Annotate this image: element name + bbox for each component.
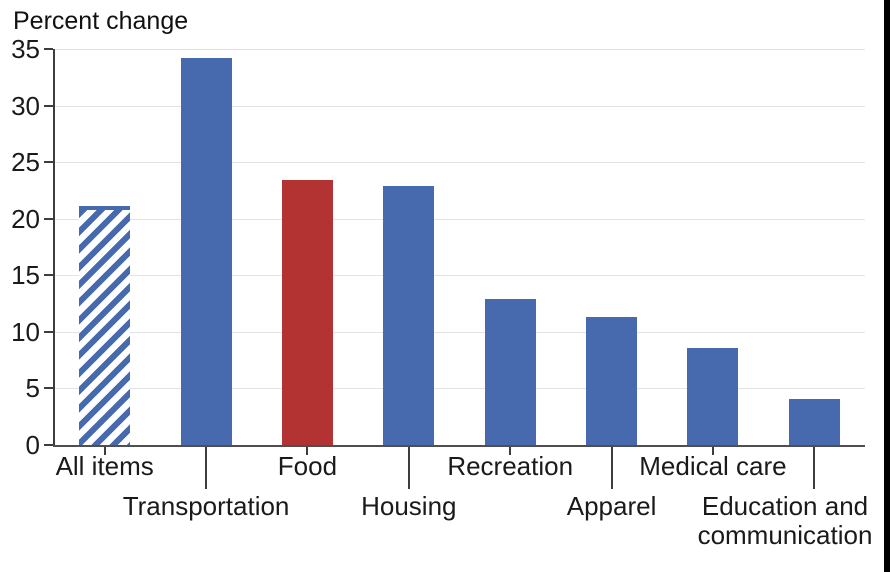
y-tick-label-5: 5 bbox=[25, 373, 40, 404]
x-tick-food bbox=[306, 447, 309, 455]
x-category-label-education-and-communication: Education and communication bbox=[697, 491, 873, 550]
bar-housing bbox=[383, 185, 435, 445]
y-tick-15 bbox=[44, 274, 53, 277]
x-tick-apparel bbox=[610, 447, 613, 489]
y-tick-5 bbox=[44, 387, 53, 390]
x-category-label-transportation: Transportation bbox=[122, 491, 290, 521]
gridline-10 bbox=[54, 331, 865, 333]
y-tick-label-35: 35 bbox=[11, 34, 40, 64]
y-tick-label-20: 20 bbox=[11, 203, 40, 234]
x-tick-education-and-communication bbox=[813, 447, 816, 489]
gridline-30 bbox=[54, 105, 865, 107]
bar-transportation bbox=[180, 58, 232, 445]
gridline-15 bbox=[54, 275, 865, 277]
bar-education-and-communication bbox=[788, 398, 840, 445]
chart-title: Percent change bbox=[13, 7, 189, 35]
x-tick-medical-care bbox=[711, 447, 714, 455]
x-tick-all-items bbox=[103, 447, 106, 455]
y-tick-25 bbox=[44, 161, 53, 164]
x-tick-housing bbox=[407, 447, 410, 489]
y-axis-line bbox=[53, 49, 55, 447]
x-tick-transportation bbox=[205, 447, 208, 489]
y-tick-label-0: 0 bbox=[25, 430, 40, 460]
gridline-5 bbox=[54, 388, 865, 390]
y-tick-label-30: 30 bbox=[11, 90, 40, 121]
bar-medical-care bbox=[687, 347, 739, 445]
y-tick-35 bbox=[44, 48, 53, 50]
y-tick-label-10: 10 bbox=[11, 316, 40, 347]
y-tick-label-15: 15 bbox=[11, 260, 40, 291]
x-category-label-food: Food bbox=[277, 451, 338, 481]
y-tick-0 bbox=[44, 444, 53, 446]
bar-food bbox=[281, 180, 333, 445]
x-category-label-medical-care: Medical care bbox=[639, 451, 787, 481]
x-tick-recreation bbox=[509, 447, 512, 455]
y-tick-10 bbox=[44, 330, 53, 333]
bar-recreation bbox=[484, 299, 536, 445]
x-category-label-apparel: Apparel bbox=[566, 491, 657, 521]
bar-all-items bbox=[79, 206, 131, 445]
y-tick-20 bbox=[44, 217, 53, 220]
gridline-20 bbox=[54, 218, 865, 220]
x-category-label-housing: Housing bbox=[361, 491, 457, 521]
x-category-label-recreation: Recreation bbox=[447, 451, 574, 481]
gridline-35 bbox=[54, 49, 865, 50]
y-tick-30 bbox=[44, 104, 53, 107]
y-tick-label-25: 25 bbox=[11, 147, 40, 178]
gridline-25 bbox=[54, 162, 865, 164]
x-axis-line bbox=[53, 445, 865, 447]
x-category-label-all-items: All items bbox=[55, 451, 154, 481]
screen-right-border bbox=[884, 0, 890, 572]
bar-apparel bbox=[586, 317, 638, 445]
